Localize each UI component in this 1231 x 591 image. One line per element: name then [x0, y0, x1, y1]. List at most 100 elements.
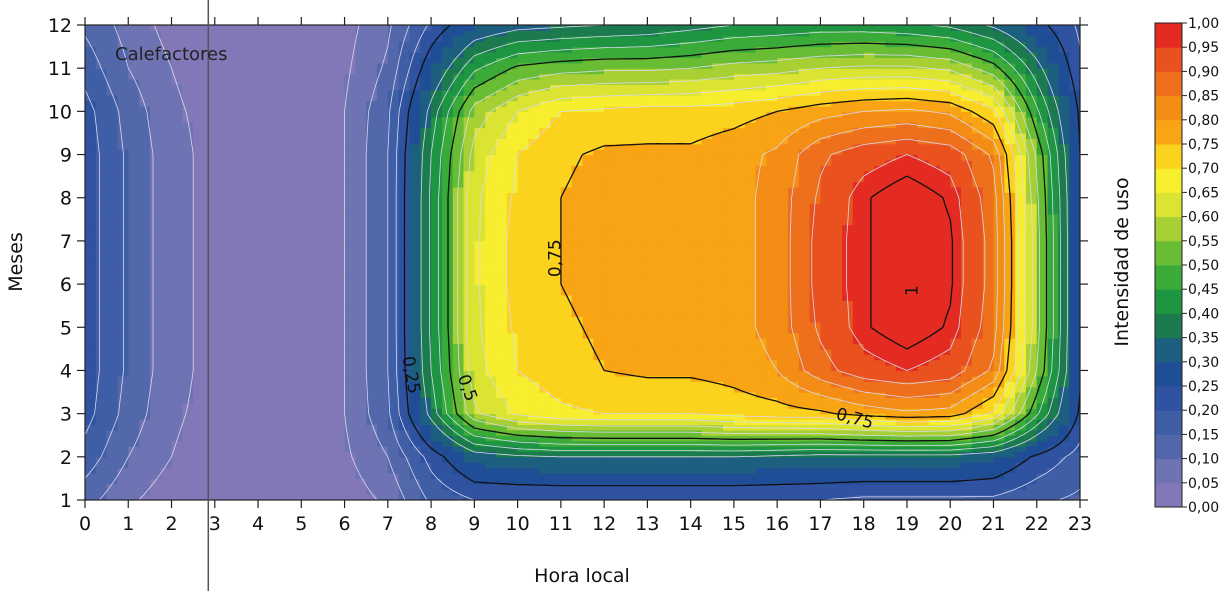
heatmap-cell: [852, 462, 865, 469]
heatmap-cell: [831, 343, 843, 350]
heatmap-cell: [1015, 246, 1027, 253]
heatmap-cell: [560, 300, 573, 307]
heatmap-cell: [744, 262, 757, 269]
heatmap-cell: [885, 397, 897, 404]
heatmap-cell: [1047, 408, 1059, 415]
heatmap-cell: [1025, 348, 1038, 355]
heatmap-cell: [160, 289, 173, 296]
heatmap-cell: [701, 267, 713, 274]
heatmap-cell: [593, 375, 605, 382]
heatmap-cell: [149, 381, 162, 388]
heatmap-cell: [971, 300, 984, 307]
heatmap-cell: [506, 365, 519, 372]
heatmap-cell: [906, 246, 919, 253]
heatmap-cell: [452, 473, 465, 480]
heatmap-cell: [636, 365, 648, 372]
heatmap-cell: [852, 305, 865, 312]
heatmap-cell: [614, 392, 627, 399]
heatmap-cell: [182, 305, 194, 312]
heatmap-cell: [366, 208, 378, 215]
heatmap-cell: [474, 392, 486, 399]
heatmap-cell: [301, 462, 313, 469]
heatmap-cell: [831, 467, 843, 474]
heatmap-cell: [690, 467, 703, 474]
heatmap-cell: [355, 262, 367, 269]
heatmap-cell: [982, 289, 995, 296]
heatmap-cell: [495, 273, 508, 280]
heatmap-cell: [917, 332, 930, 339]
heatmap-cell: [355, 354, 367, 361]
heatmap-cell: [863, 473, 876, 480]
heatmap-cell: [1058, 419, 1070, 426]
heatmap-cell: [290, 316, 302, 323]
heatmap-cell: [560, 392, 573, 399]
heatmap-cell: [225, 478, 238, 485]
heatmap-cell: [128, 435, 140, 442]
heatmap-cell: [820, 278, 832, 285]
heatmap-cell: [409, 224, 421, 231]
heatmap-cell: [312, 359, 324, 366]
heatmap-cell: [377, 370, 389, 377]
heatmap-cell: [322, 429, 335, 436]
heatmap-cell: [1058, 321, 1070, 328]
heatmap-cell: [787, 419, 800, 426]
heatmap-cell: [236, 240, 248, 247]
heatmap-cell: [290, 413, 302, 420]
heatmap-cell: [560, 354, 573, 361]
heatmap-cell: [950, 494, 962, 500]
heatmap-cell: [279, 381, 292, 388]
heatmap-cell: [236, 267, 248, 274]
heatmap-cell: [409, 300, 421, 307]
heatmap-cell: [690, 305, 703, 312]
heatmap-cell: [517, 235, 530, 242]
heatmap-cell: [387, 408, 400, 415]
heatmap-cell: [409, 365, 421, 372]
heatmap-cell: [268, 478, 281, 485]
heatmap-cell: [766, 251, 778, 258]
heatmap-cell: [820, 462, 832, 469]
heatmap-cell: [701, 489, 713, 496]
heatmap-cell: [182, 478, 194, 485]
heatmap-cell: [636, 321, 648, 328]
heatmap-cell: [1058, 451, 1070, 458]
heatmap-cell: [420, 311, 432, 318]
heatmap-cell: [495, 311, 508, 318]
heatmap-cell: [971, 381, 984, 388]
heatmap-cell: [723, 392, 735, 399]
heatmap-cell: [85, 311, 97, 318]
heatmap-cell: [550, 251, 562, 258]
heatmap-cell: [885, 462, 897, 469]
heatmap-cell: [636, 413, 648, 420]
heatmap-cell: [593, 289, 605, 296]
heatmap-cell: [777, 246, 789, 253]
heatmap-cell: [636, 386, 648, 393]
heatmap-cell: [798, 440, 811, 447]
heatmap-cell: [485, 478, 497, 485]
heatmap-cell: [203, 300, 216, 307]
heatmap-cell: [279, 489, 292, 496]
heatmap-cell: [1036, 392, 1049, 399]
heatmap-cell: [420, 354, 432, 361]
heatmap-cell: [669, 446, 681, 453]
heatmap-cell: [550, 311, 562, 318]
heatmap-cell: [106, 311, 119, 318]
heatmap-cell: [982, 440, 995, 447]
heatmap-cell: [701, 365, 713, 372]
heatmap-cell: [258, 348, 270, 355]
heatmap-cell: [301, 300, 313, 307]
heatmap-cell: [1058, 316, 1070, 323]
heatmap-cell: [214, 230, 227, 237]
heatmap-cell: [950, 267, 962, 274]
heatmap-cell: [636, 375, 648, 382]
heatmap-cell: [95, 354, 108, 361]
heatmap-cell: [409, 483, 421, 490]
heatmap-cell: [193, 273, 205, 280]
heatmap-cell: [560, 359, 573, 366]
heatmap-cell: [982, 338, 995, 345]
heatmap-cell: [874, 262, 886, 269]
heatmap-cell: [971, 354, 984, 361]
heatmap-cell: [1004, 294, 1016, 301]
heatmap-cell: [517, 440, 530, 447]
heatmap-cell: [1015, 235, 1027, 242]
heatmap-cell: [398, 392, 411, 399]
